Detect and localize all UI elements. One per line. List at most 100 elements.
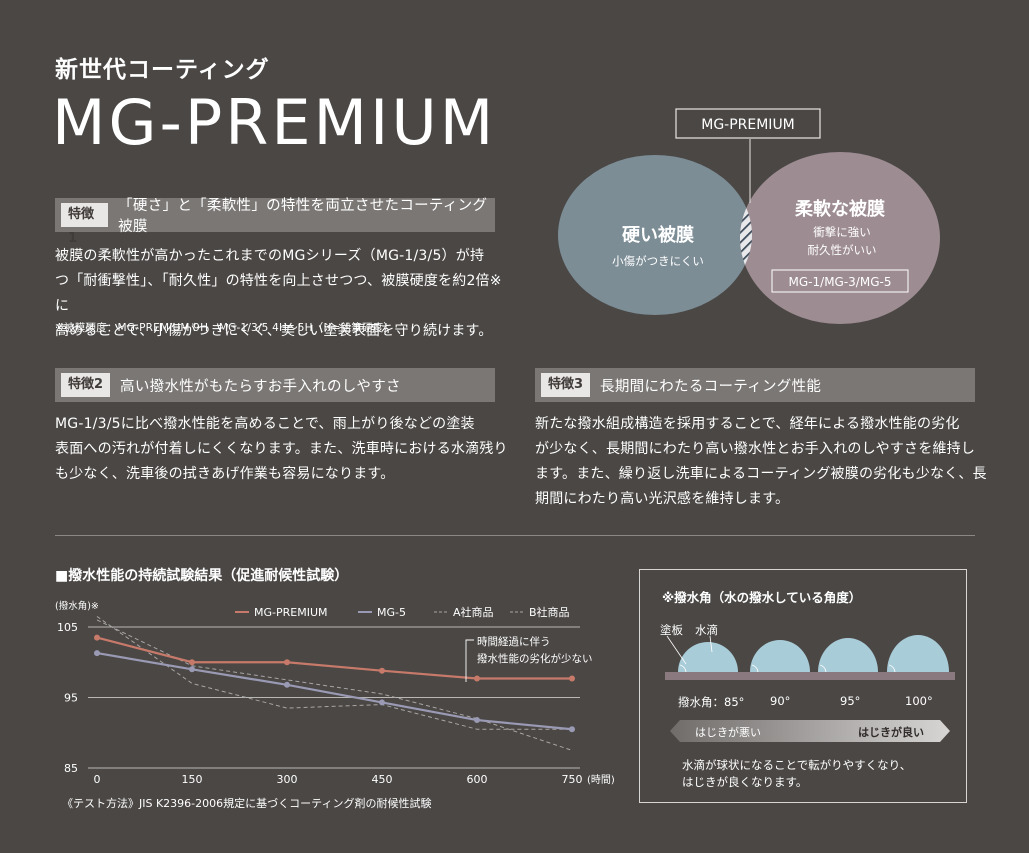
x-unit-label: (時間)	[587, 774, 615, 786]
series-line	[96, 636, 572, 680]
feature1-title: 「硬さ」と「柔軟性」の特性を両立させたコーティング被膜	[118, 198, 488, 235]
water-droplet	[750, 640, 810, 672]
angle-arc	[679, 664, 687, 673]
series-line	[96, 652, 573, 731]
angle-label-coat: 塗板	[660, 623, 683, 637]
feature2-line: MG-1/3/5に比べ撥水性能を高めることで、雨上がり後などの塗装	[55, 416, 475, 432]
feature1-tag: 特徴1	[61, 203, 109, 246]
venn-top-box	[675, 108, 821, 139]
angle-box: ※撥水角（水の撥水している角度） 塗板 水滴 撥水角：85° 90° 95° 1…	[639, 569, 967, 803]
chart-title: ■撥水性能の持続試験結果（促進耐候性試験）	[55, 568, 349, 584]
angle-label-drop: 水滴	[695, 623, 718, 637]
data-point	[569, 726, 575, 733]
feature2-title: 高い撥水性がもたらすお手入れのしやすさ	[120, 378, 401, 395]
y-tick-label: 105	[57, 621, 78, 634]
feature2-body: MG-1/3/5に比べ撥水性能を高めることで、雨上がり後などの塗装 表面への汚れ…	[55, 412, 515, 487]
angle-value: 100°	[905, 694, 933, 708]
feature1-note: ※被膜硬度：MG-PREMIUM 9H MG-1/3/5 4H〜5H（H=鉛筆硬…	[55, 322, 395, 334]
annotation-text: 時間経過に伴う	[477, 635, 551, 648]
feature1-bar: 特徴1 「硬さ」と「柔軟性」の特性を両立させたコーティング被膜	[55, 198, 495, 246]
x-tick-label: 600	[467, 773, 488, 786]
data-point	[94, 650, 100, 657]
legend-label: A社商品	[453, 605, 494, 619]
venn-left-sub: 小傷がつきにくい	[612, 254, 704, 268]
data-point	[189, 659, 195, 666]
x-tick-label: 450	[372, 773, 393, 786]
feature1-line: つ「耐衝撃性」、「耐久性」の特性を向上させつつ、被膜硬度を約2倍※に	[55, 273, 502, 314]
data-point	[94, 634, 100, 641]
y-axis-label: (撥水角)※	[55, 600, 99, 612]
angle-desc-line2: はじきが良くなります。	[682, 775, 808, 789]
venn-top-label: MG-PREMIUM	[701, 117, 795, 133]
feature3-title: 長期間にわたるコーティング性能	[600, 378, 822, 395]
venn-diagram: MG-PREMIUM 硬い被膜 小傷がつきにくい 柔軟な被膜 衝撃に強い 耐久性…	[558, 108, 940, 324]
angle-arc	[751, 664, 759, 673]
angle-value: 85°	[724, 695, 745, 709]
coating-plate	[737, 672, 817, 680]
feature3-line: が少なく、長期間にわたり高い撥水性とお手入れのしやすさを維持し	[535, 441, 976, 457]
feature3-line: 新たな撥水組成構造を採用することで、経年による撥水性能の劣化	[535, 416, 960, 432]
repel-good-label: はじきが良い	[858, 726, 924, 739]
y-tick-label: 95	[64, 692, 78, 705]
feature3-bar: 特徴3 長期間にわたるコーティング性能	[535, 368, 975, 402]
legend-label: MG-5	[377, 606, 406, 619]
data-point	[379, 667, 385, 674]
feature2-line: 表面への汚れが付着しにくくなります。また、洗車時における水滴残り	[55, 441, 508, 457]
data-point	[569, 675, 575, 682]
annotation-text: 撥水性能の劣化が少ない	[477, 652, 593, 665]
angle-value: 95°	[840, 694, 861, 708]
venn-left-circle	[558, 155, 752, 315]
feature3-line: ます。また、繰り返し洗車によるコーティング被膜の劣化も少なく、長	[535, 466, 987, 482]
data-point	[189, 666, 195, 673]
feature1-line: 被膜の柔軟性が高かったこれまでのMGシリーズ（MG-1/3/5）が持	[55, 248, 485, 264]
venn-right-box	[771, 269, 909, 293]
data-point	[379, 699, 385, 706]
divider	[55, 535, 975, 536]
venn-left-title: 硬い被膜	[622, 224, 694, 246]
repel-gradient-arrow	[670, 720, 950, 742]
x-tick-label: 150	[182, 773, 203, 786]
venn-right-circle	[740, 152, 940, 324]
feature3-line: 期間にわたり高い光沢感を維持します。	[535, 491, 790, 507]
repel-bad-label: はじきが悪い	[695, 726, 761, 739]
venn-right-box-label: MG-1/MG-3/MG-5	[789, 275, 892, 289]
angle-row-label: 撥水角：85°	[678, 695, 745, 709]
water-droplet	[887, 635, 949, 672]
chart-footnote: 《テスト方法》JIS K2396-2006規定に基づくコーティング剤の耐候性試験	[62, 797, 432, 810]
venn-right-title: 柔軟な被膜	[795, 198, 885, 220]
data-point	[284, 681, 290, 688]
angle-arc	[819, 664, 827, 673]
angle-desc-line1: 水滴が球状になることで転がりやすくなり、	[682, 758, 912, 772]
page-title: MG-PREMIUM	[52, 86, 497, 159]
subtitle: 新世代コーティング	[55, 57, 270, 83]
legend-label: B社商品	[529, 605, 570, 619]
legend-label: MG-PREMIUM	[254, 606, 328, 619]
data-point	[474, 717, 480, 724]
data-point	[474, 675, 480, 682]
series-line	[96, 616, 572, 730]
feature1-line: 高めることで、小傷がつきにくく、美しい塗装表面を守り続けます。	[55, 323, 493, 339]
coating-plate	[875, 672, 955, 680]
feature3-tag: 特徴3	[541, 373, 591, 397]
venn-right-sub1: 衝撃に強い	[813, 225, 871, 239]
venn-right-sub2: 耐久性がいい	[808, 243, 877, 257]
data-point	[284, 659, 290, 666]
water-droplet	[678, 642, 738, 672]
angle-value: 90°	[770, 694, 791, 708]
annotation-bracket	[465, 639, 474, 682]
coating-plate	[805, 672, 885, 680]
y-tick-label: 85	[64, 762, 78, 775]
feature3-body: 新たな撥水組成構造を採用することで、経年による撥水性能の劣化 が少なく、長期間に…	[535, 412, 995, 512]
water-droplet	[818, 638, 878, 672]
x-tick-label: 750	[562, 773, 583, 786]
x-tick-label: 300	[277, 773, 298, 786]
angle-arc	[888, 664, 896, 673]
feature2-tag: 特徴2	[61, 373, 111, 397]
feature2-line: も少なく、洗車後の拭きあげ作業も容易になります。	[55, 466, 395, 482]
feature1-body: 被膜の柔軟性が高かったこれまでのMGシリーズ（MG-1/3/5）が持 つ「耐衝撃…	[55, 244, 515, 344]
droplet-illustration	[665, 635, 955, 680]
feature2-bar: 特徴2 高い撥水性がもたらすお手入れのしやすさ	[55, 368, 495, 402]
angle-title: ※撥水角（水の撥水している角度）	[662, 590, 862, 605]
line-chart: 85 95 105 0 150 300 450 600 750 (時間) (撥水角)※ MG-PREM…	[55, 600, 615, 786]
x-tick-label: 0	[94, 773, 101, 786]
